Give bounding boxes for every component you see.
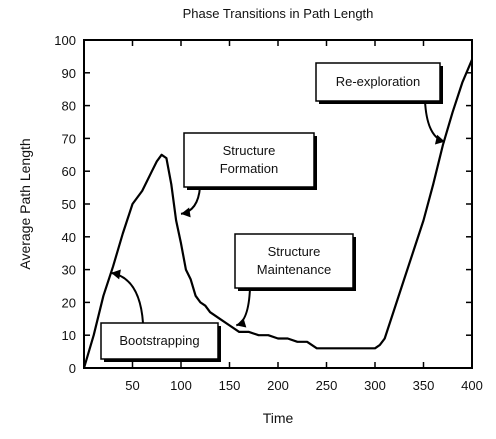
x-tick-label: 350 bbox=[413, 378, 435, 393]
annotation: Structure Formation bbox=[180, 132, 317, 218]
x-tick-label: 50 bbox=[125, 378, 139, 393]
y-tick-label: 80 bbox=[62, 99, 76, 114]
annotation-text: Maintenance bbox=[257, 262, 331, 277]
y-tick-label: 0 bbox=[69, 361, 76, 376]
annotations: BootstrappingStructureFormationStructure… bbox=[100, 62, 446, 362]
y-tick-label: 20 bbox=[62, 295, 76, 310]
series-line-average-path-length bbox=[82, 59, 474, 369]
annotation-box bbox=[315, 62, 441, 102]
annotation: Bootstrapping bbox=[100, 269, 221, 362]
x-tick-label: 100 bbox=[170, 378, 192, 393]
annotation-text: Structure bbox=[268, 244, 321, 259]
annotation-arrow bbox=[180, 186, 201, 215]
annotation: Structure Maintenance bbox=[234, 233, 356, 328]
y-tick-label: 90 bbox=[62, 66, 76, 81]
annotation: Re-exploration bbox=[315, 62, 446, 145]
annotation-arrowhead bbox=[111, 269, 121, 280]
annotation-box bbox=[234, 233, 354, 289]
annotation-arrowhead bbox=[181, 207, 191, 218]
y-tick-label: 10 bbox=[62, 328, 76, 343]
y-tick-label: 50 bbox=[62, 197, 76, 212]
y-tick-label: 30 bbox=[62, 263, 76, 278]
annotation-arrowhead bbox=[236, 317, 247, 328]
annotation-text: Re-exploration bbox=[336, 74, 421, 89]
annotation-box bbox=[100, 322, 219, 360]
x-tick-label: 250 bbox=[316, 378, 338, 393]
x-tick-label: 300 bbox=[364, 378, 386, 393]
x-axis-ticks: 50 100 150 200 250 300 350 400 bbox=[125, 40, 483, 393]
y-axis-label: Average Path Length bbox=[17, 138, 33, 269]
x-axis-label: Time bbox=[263, 410, 294, 426]
annotation-arrow bbox=[424, 100, 446, 143]
chart-title: Phase Transitions in Path Length bbox=[183, 6, 374, 21]
y-tick-label: 60 bbox=[62, 164, 76, 179]
y-axis-ticks: 0 10 20 30 40 50 60 70 80 90 100 bbox=[54, 33, 472, 376]
annotation-text: Structure bbox=[223, 143, 276, 158]
annotation-arrowhead bbox=[434, 134, 445, 145]
y-tick-label: 70 bbox=[62, 131, 76, 146]
x-tick-label: 400 bbox=[461, 378, 483, 393]
y-tick-label: 40 bbox=[62, 230, 76, 245]
x-tick-label: 200 bbox=[267, 378, 289, 393]
annotation-box bbox=[183, 132, 315, 188]
annotation-text: Bootstrapping bbox=[119, 333, 199, 348]
y-tick-label: 100 bbox=[54, 33, 76, 48]
x-tick-label: 150 bbox=[219, 378, 241, 393]
annotation-arrow bbox=[110, 271, 144, 324]
annotation-text: Formation bbox=[220, 161, 279, 176]
